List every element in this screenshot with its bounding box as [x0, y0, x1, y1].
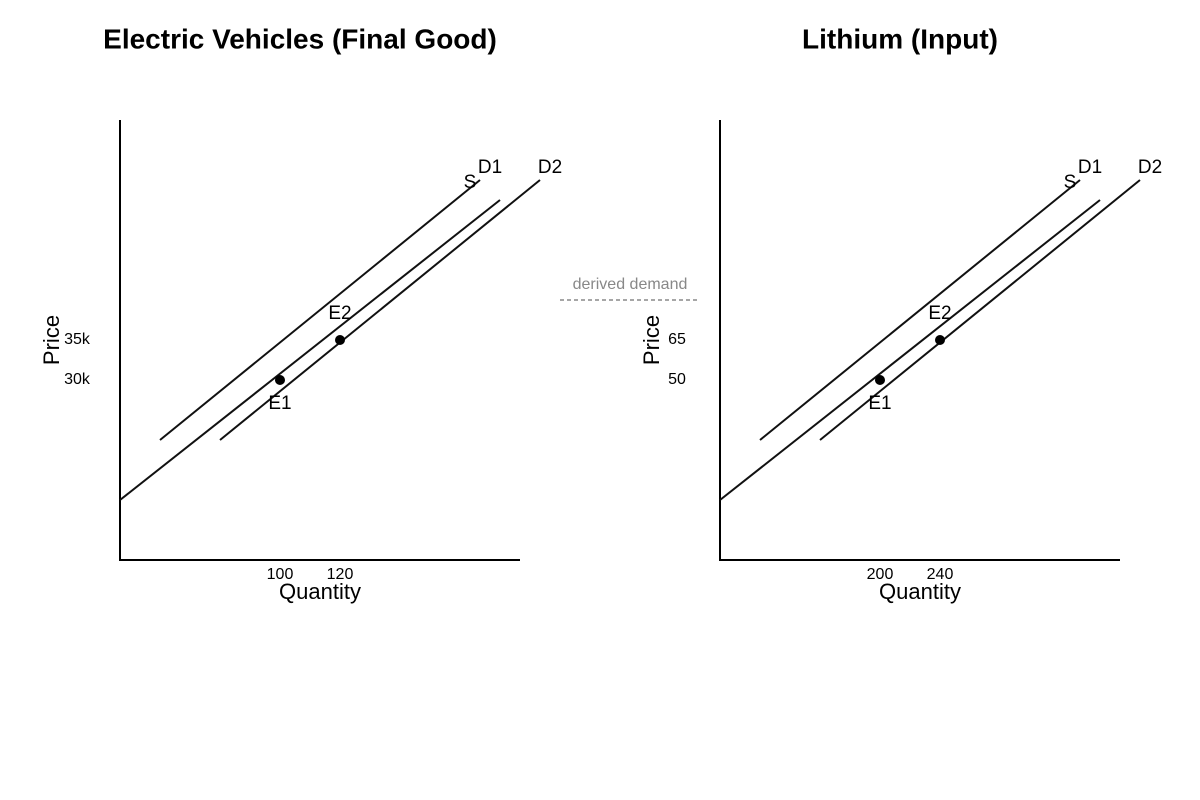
y-axis-label: Price: [39, 315, 64, 365]
annotation: derived demand: [573, 276, 688, 293]
y-tick-label: 50: [668, 371, 686, 388]
curve-label: S: [1064, 172, 1077, 193]
panel-title: Electric Vehicles (Final Good): [103, 23, 497, 54]
y-tick-label: 35k: [64, 331, 91, 348]
x-tick-label: 200: [867, 566, 894, 583]
equilibrium-point: [275, 375, 285, 385]
x-axis-label: Quantity: [279, 579, 361, 604]
curve-label: S: [464, 172, 477, 193]
equilibrium-point: [875, 375, 885, 385]
curve-label: D1: [1078, 157, 1102, 178]
x-tick-label: 100: [267, 566, 294, 583]
point-label: E2: [328, 303, 351, 324]
curve-label: D2: [538, 157, 562, 178]
curve: [719, 199, 1101, 501]
x-axis-label: Quantity: [879, 579, 961, 604]
y-axis-label: Price: [639, 315, 664, 365]
point-label: E1: [268, 393, 291, 414]
curve-label: D2: [1138, 157, 1162, 178]
point-label: E2: [928, 303, 951, 324]
curve: [159, 179, 481, 441]
x-tick-label: 120: [327, 566, 354, 583]
x-tick-label: 240: [927, 566, 954, 583]
panel-title: Lithium (Input): [802, 23, 998, 54]
point-label: E1: [868, 393, 891, 414]
curve-label: D1: [478, 157, 502, 178]
y-tick-label: 30k: [64, 371, 91, 388]
curve: [819, 179, 1141, 441]
equilibrium-point: [335, 335, 345, 345]
curve: [119, 199, 501, 501]
equilibrium-point: [935, 335, 945, 345]
y-tick-label: 65: [668, 331, 686, 348]
curve: [759, 179, 1081, 441]
curve: [219, 179, 541, 441]
